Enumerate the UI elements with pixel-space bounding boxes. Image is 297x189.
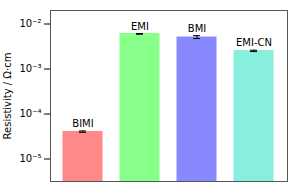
svg-text:10⁻⁵: 10⁻⁵	[19, 153, 41, 164]
svg-text:EMI: EMI	[131, 21, 149, 32]
svg-text:10⁻²: 10⁻²	[19, 18, 41, 29]
svg-text:BMI: BMI	[188, 23, 206, 34]
svg-text:10⁻⁴: 10⁻⁴	[19, 108, 41, 119]
svg-text:10⁻³: 10⁻³	[19, 63, 41, 74]
svg-text:BIMI: BIMI	[72, 118, 93, 129]
svg-text:EMI-CN: EMI-CN	[236, 37, 272, 48]
svg-text:Resistivity / Ω·cm: Resistivity / Ω·cm	[2, 53, 13, 140]
